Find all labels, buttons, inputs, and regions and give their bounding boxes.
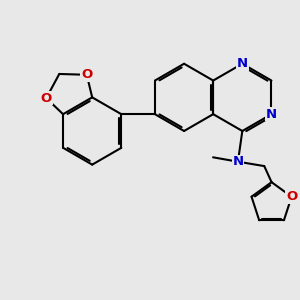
Text: O: O	[286, 190, 297, 203]
Text: N: N	[232, 155, 244, 168]
Text: N: N	[266, 108, 277, 121]
Text: N: N	[237, 57, 248, 70]
Text: O: O	[40, 92, 52, 105]
Text: O: O	[81, 68, 92, 81]
